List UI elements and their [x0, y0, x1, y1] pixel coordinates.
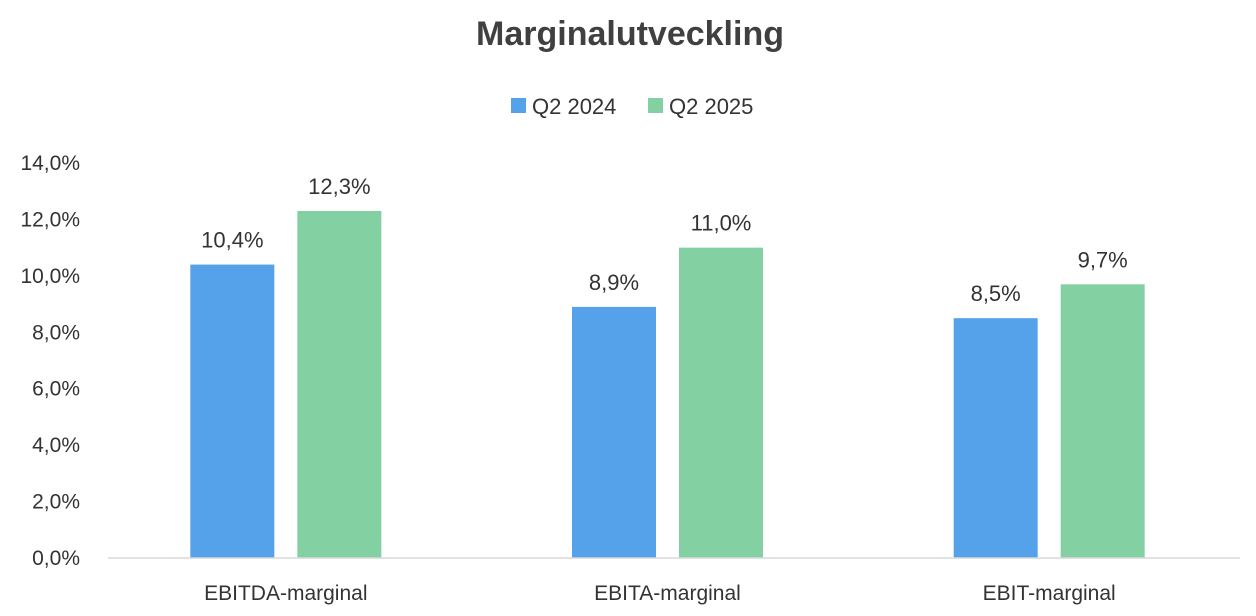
- legend: Q2 2024 Q2 2025: [511, 94, 753, 119]
- data-label: 9,7%: [1078, 247, 1128, 272]
- x-tick-label: EBITA-marginal: [594, 582, 741, 605]
- legend-label-q2-2024: Q2 2024: [532, 94, 616, 119]
- legend-swatch-q2-2025: [648, 98, 663, 113]
- data-label: 8,5%: [971, 281, 1021, 306]
- bars: [190, 210, 1145, 558]
- y-tick-label: 6,0%: [32, 378, 80, 401]
- chart-title: Marginalutveckling: [476, 15, 784, 53]
- bar: [190, 264, 275, 558]
- data-label: 8,9%: [589, 270, 639, 295]
- bar: [297, 210, 382, 558]
- y-tick-label: 8,0%: [32, 321, 80, 344]
- x-tick-label: EBIT-marginal: [983, 582, 1116, 605]
- y-axis: 0,0% 2,0% 4,0% 6,0% 8,0% 10,0% 12,0% 14,0%: [20, 152, 80, 570]
- bar: [953, 318, 1038, 558]
- data-label: 12,3%: [308, 174, 370, 199]
- y-tick-label: 2,0%: [32, 491, 80, 514]
- x-axis: EBITDA-marginal EBITA-marginal EBIT-margin…: [204, 582, 1116, 605]
- data-label: 11,0%: [691, 211, 752, 236]
- y-tick-label: 4,0%: [32, 434, 80, 457]
- y-tick-label: 0,0%: [32, 547, 80, 570]
- legend-swatch-q2-2024: [511, 98, 526, 113]
- bar: [1060, 284, 1145, 558]
- y-tick-label: 14,0%: [20, 152, 80, 175]
- y-tick-label: 10,0%: [20, 265, 80, 288]
- bar: [572, 306, 656, 558]
- x-tick-label: EBITDA-marginal: [204, 582, 367, 605]
- data-labels: 10,4% 12,3% 8,9% 11,0% 8,5% 9,7%: [201, 174, 1128, 306]
- y-tick-label: 12,0%: [20, 208, 80, 231]
- data-label: 10,4%: [201, 228, 263, 253]
- legend-label-q2-2025: Q2 2025: [669, 94, 753, 119]
- bar: [679, 247, 763, 558]
